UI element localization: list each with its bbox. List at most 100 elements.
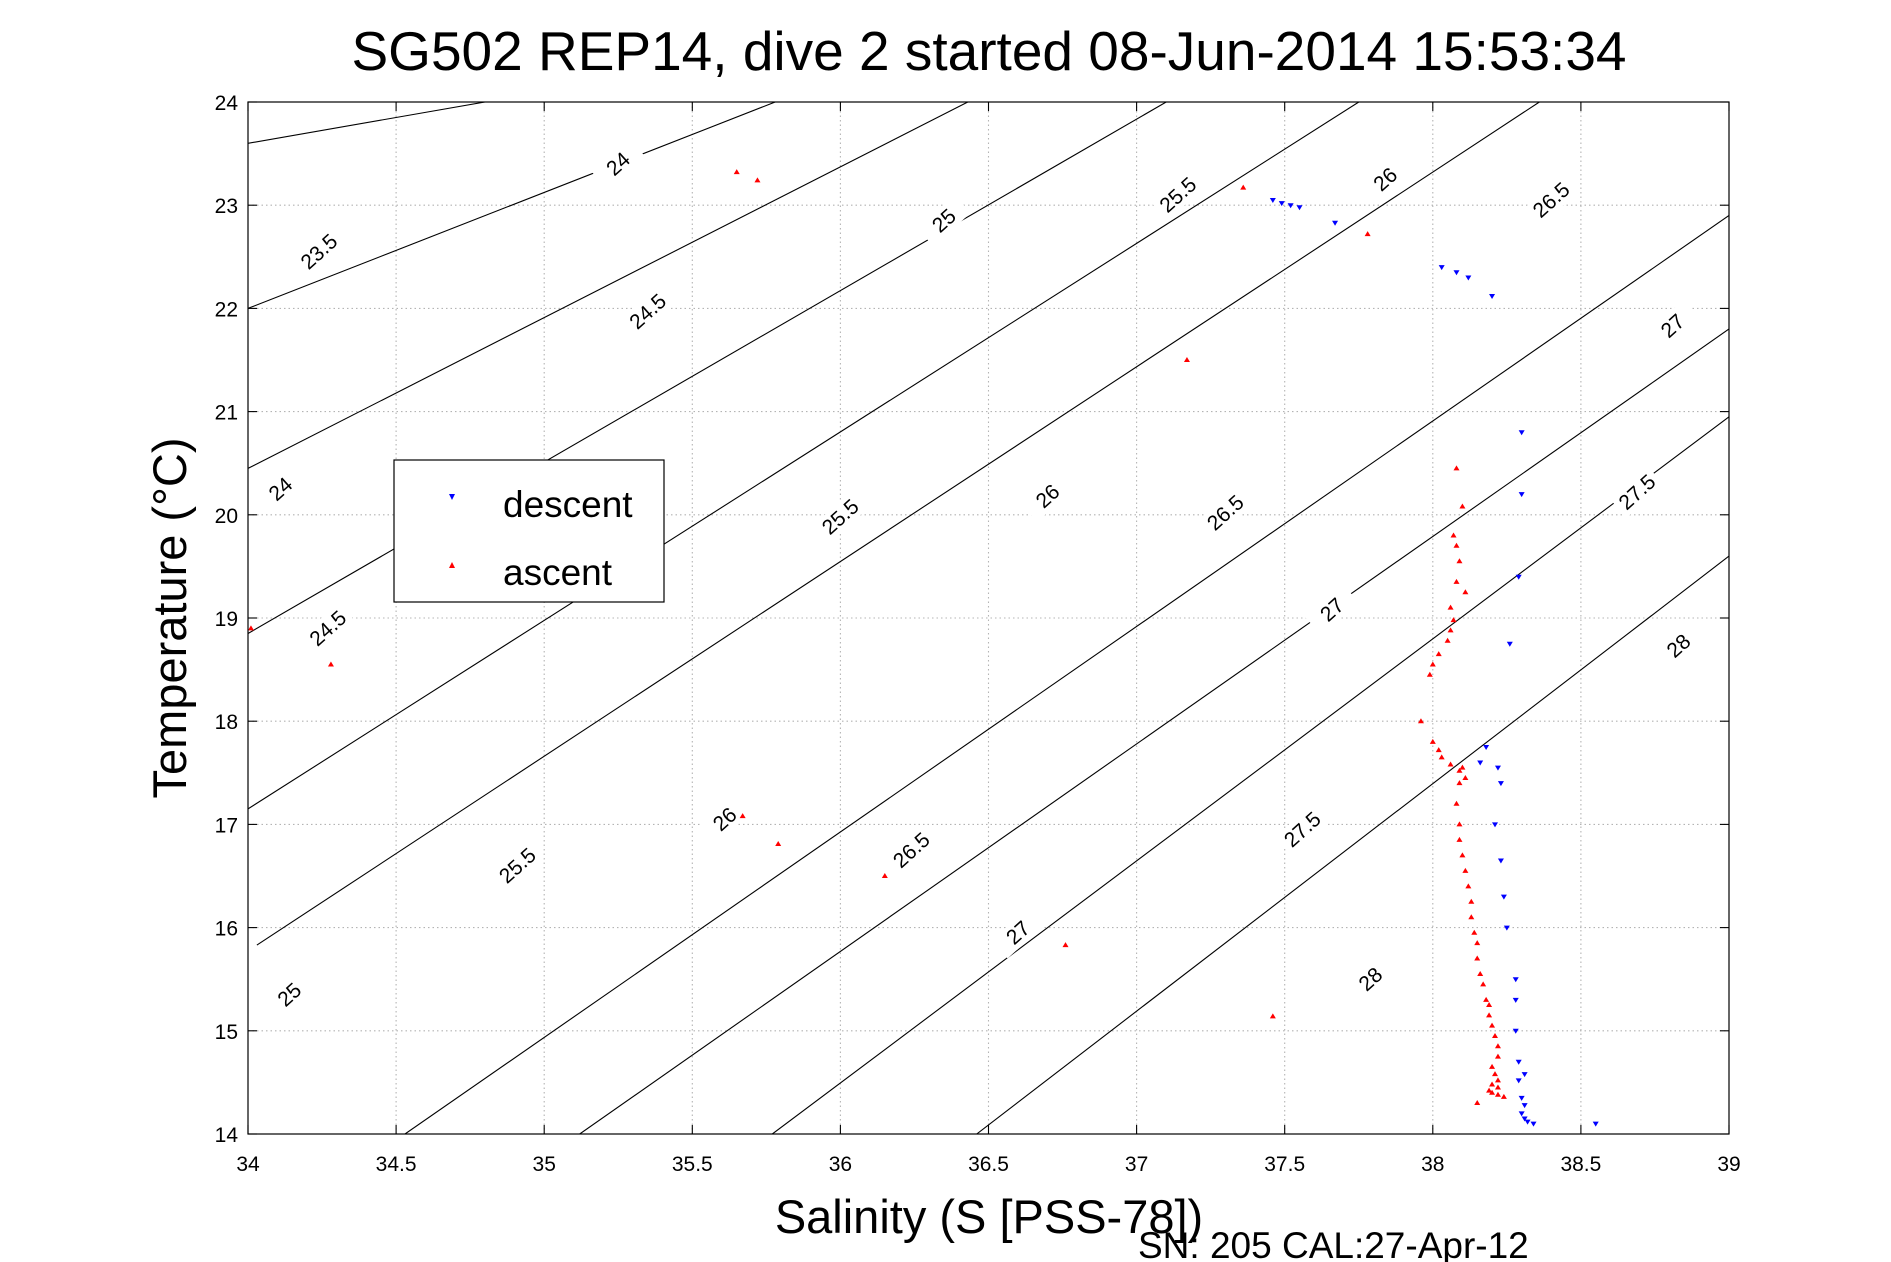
ascent-point [1480, 981, 1487, 987]
ascent-point [1453, 542, 1460, 548]
descent-point [1477, 760, 1484, 766]
descent-point [1506, 641, 1513, 647]
ascent-point [739, 813, 746, 819]
descent-point [1497, 781, 1504, 787]
contour-label-bg [991, 907, 1045, 959]
descent-point [1518, 430, 1525, 436]
ascent-point [1444, 637, 1451, 643]
legend: descent ascent [393, 459, 665, 603]
ascent-point [1450, 532, 1457, 538]
ascent-point [1462, 867, 1469, 873]
descent-point [1530, 1121, 1537, 1127]
legend-ascent-marker [449, 562, 455, 568]
descent-point [1515, 574, 1522, 580]
ascent-point [1450, 617, 1457, 623]
ascent-point [1492, 1032, 1499, 1038]
ascent-point [1483, 996, 1490, 1002]
ascent-point [1438, 754, 1445, 760]
ascent-point [1456, 780, 1463, 786]
contour-label-bg [1646, 300, 1700, 352]
descent-point [1512, 1028, 1519, 1034]
contour-label-bg [1610, 466, 1664, 518]
descent-point [1500, 894, 1507, 900]
ascent-point [1459, 852, 1466, 858]
x-tick-label: 39 [1717, 1153, 1740, 1176]
descent-point [1489, 294, 1496, 300]
ascent-point [1459, 764, 1466, 770]
ascent-point [1417, 718, 1424, 724]
density-contour-26 [256, 102, 1540, 946]
ascent-point [248, 625, 254, 631]
y-tick-label: 18 [215, 711, 238, 734]
y-tick-label: 20 [215, 505, 238, 528]
y-tick-label: 19 [215, 608, 238, 631]
ascent-point [1477, 971, 1484, 977]
ascent-point [1435, 747, 1442, 753]
density-contour-27.5 [771, 416, 1729, 1134]
contour-label-bg [1358, 153, 1413, 206]
contour-label-bg [262, 969, 317, 1021]
descent-point [1518, 492, 1525, 498]
density-contour-23.5 [248, 102, 486, 144]
ascent-point [1462, 589, 1469, 595]
descent-point [1524, 1119, 1531, 1125]
ascent-point [1494, 1077, 1501, 1083]
ascent-point [1494, 1053, 1501, 1059]
descent-point [1515, 1078, 1522, 1084]
contour-label-bg [253, 463, 308, 515]
x-axis-ticks: 34 34.5 35 35.5 36 36.5 37 37.5 38 38.5 39 [236, 102, 1741, 1176]
ascent-point [1240, 184, 1247, 190]
ascent-point [775, 841, 782, 847]
descent-point [1515, 1059, 1522, 1065]
legend-ascent-label: ascent [503, 552, 613, 593]
y-tick-label: 16 [215, 918, 238, 941]
contour-label-bg [490, 840, 545, 892]
ascent-point [1429, 738, 1436, 744]
descent-point [1332, 220, 1339, 226]
contour-label-bg [292, 225, 346, 278]
y-axis-label: Temperature (°C) [143, 438, 196, 799]
x-tick-label: 37 [1125, 1153, 1148, 1176]
ascent-point [1494, 1084, 1501, 1090]
x-tick-label: 34.5 [376, 1153, 417, 1176]
density-contour-26.5 [404, 215, 1729, 1134]
descent-point [1453, 270, 1460, 276]
density-contour-28 [976, 555, 1729, 1134]
contour-label-bg [621, 285, 675, 338]
ascent-point [1062, 942, 1069, 948]
descent-point [1278, 201, 1285, 207]
x-tick-label: 37.5 [1264, 1153, 1305, 1176]
contour-label-bg [813, 491, 868, 543]
ascent-point [1489, 1089, 1496, 1095]
ascent-point [1468, 898, 1475, 904]
ascent-point [1489, 1081, 1496, 1087]
descent-point [1492, 822, 1499, 828]
density-contours [248, 102, 1729, 1134]
ascent-point [1364, 231, 1371, 237]
contour-label-bg [1305, 584, 1359, 636]
x-tick-label: 38.5 [1560, 1153, 1601, 1176]
ascent-point [881, 873, 888, 878]
ascent-point [1456, 821, 1463, 827]
ascent-point [1489, 1063, 1496, 1069]
descent-point [1521, 1116, 1528, 1122]
descent-point [1518, 1111, 1525, 1117]
descent-point [1483, 745, 1490, 750]
chart-title: SG502 REP14, dive 2 started 08-Jun-2014 … [351, 20, 1626, 82]
ascent-point [1500, 1093, 1507, 1099]
y-tick-label: 23 [215, 195, 238, 218]
ascent-point [1486, 1012, 1493, 1018]
data-points [248, 169, 1599, 1127]
x-axis-label: Salinity (S [PSS-78]) [775, 1190, 1203, 1243]
ascent-point [754, 177, 761, 183]
x-tick-label: 38 [1421, 1153, 1444, 1176]
descent-point [1503, 925, 1510, 931]
ascent-point [1489, 1022, 1496, 1028]
contour-label-bg [301, 602, 355, 654]
x-tick-label: 35.5 [672, 1153, 713, 1176]
grid [248, 102, 1729, 1134]
contour-label-bg [1652, 620, 1706, 672]
ascent-point [1183, 357, 1190, 362]
contour-label-bg [1343, 953, 1398, 1005]
